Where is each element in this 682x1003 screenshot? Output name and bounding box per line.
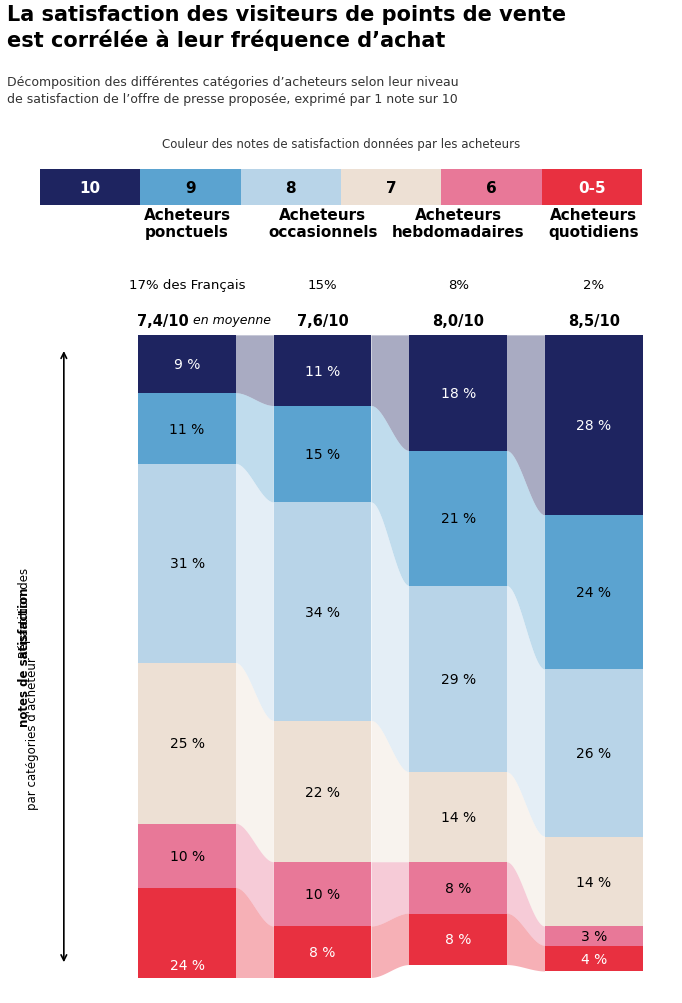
Text: 6: 6: [486, 181, 496, 196]
Text: 7,4/10: 7,4/10: [137, 314, 189, 329]
Bar: [409, 451, 507, 587]
Text: 25 %: 25 %: [170, 736, 205, 750]
Polygon shape: [372, 721, 409, 863]
Bar: [545, 670, 642, 837]
Polygon shape: [507, 772, 545, 927]
Bar: [409, 587, 507, 772]
Bar: [138, 464, 236, 663]
Bar: [542, 171, 642, 206]
Text: Acheteurs
occasionnels: Acheteurs occasionnels: [268, 208, 377, 240]
Bar: [138, 394, 236, 464]
Text: Répartition des: Répartition des: [18, 563, 31, 657]
Bar: [138, 663, 236, 823]
Bar: [441, 171, 542, 206]
Bar: [274, 503, 372, 721]
Text: 10 %: 10 %: [305, 888, 340, 902]
Bar: [545, 946, 642, 972]
Text: Acheteurs
hebdomadaires: Acheteurs hebdomadaires: [392, 208, 524, 240]
Text: 31 %: 31 %: [170, 557, 205, 571]
Text: La satisfaction des visiteurs de points de vente
est corrélée à leur fréquence d: La satisfaction des visiteurs de points …: [7, 5, 566, 51]
Text: 26 %: 26 %: [576, 746, 611, 760]
Bar: [274, 406, 372, 503]
Polygon shape: [236, 663, 274, 863]
Text: 11 %: 11 %: [305, 364, 340, 378]
Text: 3 %: 3 %: [580, 929, 607, 943]
Text: Acheteurs
ponctuels: Acheteurs ponctuels: [144, 208, 231, 240]
Bar: [409, 914, 507, 965]
Text: 18 %: 18 %: [441, 387, 476, 401]
Text: 10: 10: [80, 181, 101, 196]
Text: 9: 9: [186, 181, 196, 196]
Polygon shape: [236, 394, 274, 503]
Text: 7: 7: [386, 181, 396, 196]
Text: Décomposition des différentes catégories d’acheteurs selon leur niveau
de satisf: Décomposition des différentes catégories…: [7, 75, 458, 105]
Text: en moyenne: en moyenne: [190, 314, 271, 327]
Text: 8 %: 8 %: [445, 881, 471, 895]
Text: 24 %: 24 %: [576, 586, 611, 600]
Bar: [545, 927, 642, 946]
Text: 8%: 8%: [447, 279, 469, 292]
Text: 7,6/10: 7,6/10: [297, 314, 349, 329]
Text: 8 %: 8 %: [310, 945, 336, 959]
Polygon shape: [507, 914, 545, 972]
Polygon shape: [236, 464, 274, 721]
Bar: [409, 863, 507, 914]
Text: 34 %: 34 %: [305, 605, 340, 619]
Text: 8 %: 8 %: [445, 933, 471, 947]
Bar: [138, 336, 236, 394]
Text: 22 %: 22 %: [305, 784, 340, 798]
Text: 14 %: 14 %: [576, 875, 611, 889]
Polygon shape: [507, 336, 545, 516]
Polygon shape: [372, 863, 409, 927]
Text: 15%: 15%: [308, 279, 338, 292]
Text: 8: 8: [286, 181, 296, 196]
Bar: [341, 171, 441, 206]
Polygon shape: [372, 914, 409, 978]
Text: 8,0/10: 8,0/10: [432, 314, 484, 329]
Bar: [545, 837, 642, 927]
Bar: [274, 336, 372, 406]
Bar: [138, 888, 236, 1003]
Bar: [274, 721, 372, 863]
Bar: [274, 863, 372, 927]
Bar: [274, 927, 372, 978]
Text: 11 %: 11 %: [170, 422, 205, 436]
Polygon shape: [507, 587, 545, 837]
Bar: [409, 772, 507, 863]
Polygon shape: [507, 863, 545, 946]
Text: 17% des Français: 17% des Français: [129, 279, 246, 292]
Text: 15 %: 15 %: [305, 447, 340, 461]
Bar: [138, 823, 236, 888]
Text: 2%: 2%: [583, 279, 604, 292]
Text: Acheteurs
quotidiens: Acheteurs quotidiens: [548, 208, 639, 240]
Polygon shape: [372, 336, 409, 451]
Polygon shape: [372, 503, 409, 772]
Text: 4 %: 4 %: [580, 952, 607, 966]
Text: 0-5: 0-5: [578, 181, 606, 196]
Text: 24 %: 24 %: [170, 958, 205, 972]
Polygon shape: [236, 888, 274, 1003]
Bar: [140, 171, 241, 206]
Bar: [40, 171, 140, 206]
Polygon shape: [372, 406, 409, 587]
Text: 28 %: 28 %: [576, 419, 611, 433]
Bar: [241, 171, 341, 206]
Text: 21 %: 21 %: [441, 512, 476, 526]
Text: notes de satisfaction: notes de satisfaction: [18, 588, 31, 726]
Text: 8,5/10: 8,5/10: [568, 314, 620, 329]
Text: 10 %: 10 %: [170, 849, 205, 863]
Text: par catégories d'acheteur: par catégories d'acheteur: [11, 657, 39, 809]
Text: 29 %: 29 %: [441, 672, 476, 686]
Bar: [545, 336, 642, 516]
Polygon shape: [507, 451, 545, 670]
Polygon shape: [236, 823, 274, 927]
Text: 14 %: 14 %: [441, 810, 476, 824]
Text: 9 %: 9 %: [174, 358, 201, 372]
Text: Couleur des notes de satisfaction données par les acheteurs: Couleur des notes de satisfaction donnée…: [162, 138, 520, 151]
Bar: [545, 516, 642, 670]
Bar: [409, 336, 507, 451]
Polygon shape: [236, 336, 274, 406]
